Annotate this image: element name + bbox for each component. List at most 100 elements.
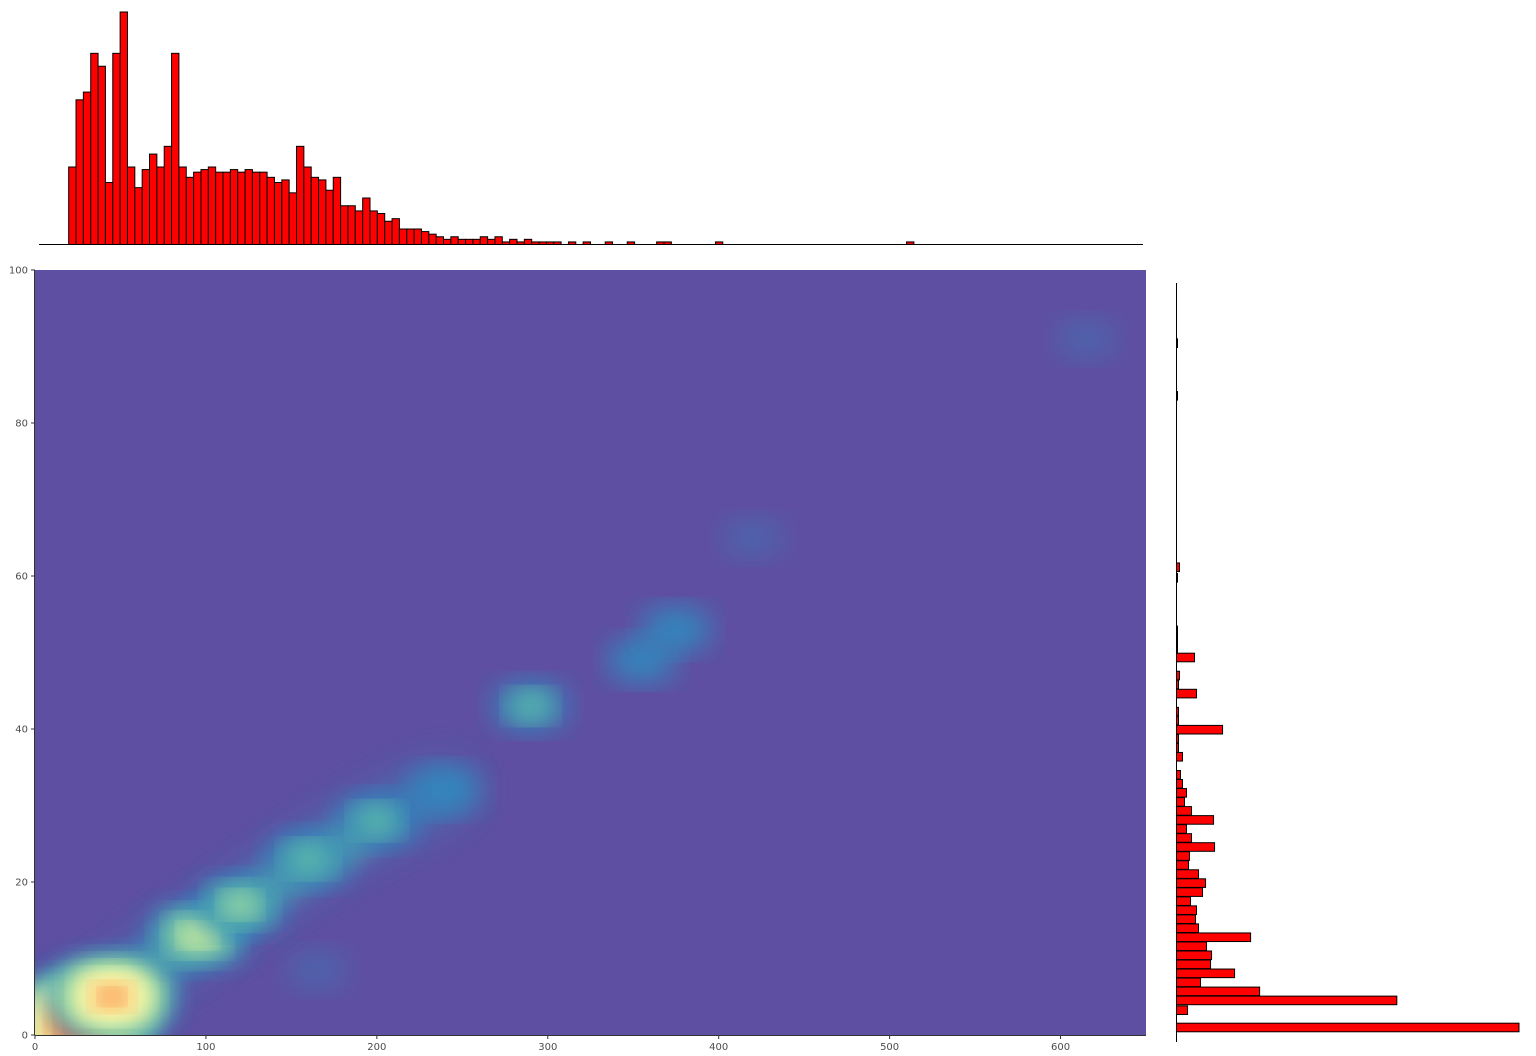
x-hist-bar xyxy=(332,176,342,245)
density-peak xyxy=(100,989,124,1005)
x-hist-bar xyxy=(435,236,445,245)
density-peak xyxy=(1055,318,1118,360)
y-tick-label: 20 xyxy=(15,878,28,889)
x-hist-bar xyxy=(273,182,283,245)
y-hist-bar xyxy=(1176,941,1208,952)
y-tick-label: 40 xyxy=(15,725,28,736)
x-hist-bar xyxy=(472,238,481,245)
density-peak xyxy=(353,805,401,837)
x-hist-bar xyxy=(465,238,474,245)
x-hist-bar xyxy=(479,236,489,245)
x-hist-bar xyxy=(347,205,356,245)
y-hist-bar xyxy=(1176,869,1200,879)
y-axis: 0 20 40 60 80 100 xyxy=(9,266,35,1042)
x-hist-bar xyxy=(494,236,503,245)
x-hist-bar xyxy=(398,228,408,245)
y-tick-label: 0 xyxy=(22,1031,28,1042)
x-hist-bar xyxy=(200,169,209,245)
x-hist-bar xyxy=(134,187,143,246)
y-hist-bar xyxy=(1176,878,1207,888)
x-axis: 0 100 200 300 400 500 600 xyxy=(32,1035,1146,1053)
y-hist-bar xyxy=(1176,887,1204,897)
density-peak xyxy=(221,892,259,918)
density-peak xyxy=(408,766,482,815)
x-hist-bar xyxy=(281,179,290,246)
x-hist-bar xyxy=(428,233,437,246)
x-hist-bar xyxy=(303,166,312,245)
y-hist-bar xyxy=(1176,977,1202,988)
density-blobs xyxy=(35,318,1118,1035)
density-peak xyxy=(181,924,214,947)
x-hist-bar xyxy=(288,192,298,245)
x-hist-bar xyxy=(457,238,467,245)
x-hist-bar xyxy=(443,238,452,245)
x-hist-bar xyxy=(222,171,231,246)
y-hist-bar xyxy=(1176,770,1182,780)
y-tick-label: 60 xyxy=(15,572,28,583)
x-hist-bar xyxy=(171,52,180,246)
x-hist-bar xyxy=(90,52,99,246)
x-hist-bar xyxy=(259,171,268,246)
x-hist-bar xyxy=(310,176,320,245)
x-hist-bar xyxy=(119,11,128,245)
x-hist-bar xyxy=(178,166,187,245)
x-hist-bar xyxy=(141,169,151,245)
x-tick-label: 300 xyxy=(538,1042,557,1053)
x-hist-bar xyxy=(244,169,253,245)
y-hist-bar xyxy=(1176,751,1184,762)
y-hist-bar xyxy=(1176,896,1192,906)
y-hist-bar xyxy=(1176,1005,1189,1015)
y-hist-bar xyxy=(1176,923,1200,934)
x-marginal-histogram xyxy=(68,11,915,246)
y-hist-bar xyxy=(1176,932,1252,943)
y-hist-bar xyxy=(1176,1022,1520,1033)
x-hist-bar xyxy=(523,238,533,245)
x-hist-bar xyxy=(237,171,246,246)
x-hist-bar xyxy=(104,182,114,245)
x-hist-bar xyxy=(354,210,364,246)
x-hist-bar xyxy=(406,228,415,245)
x-hist-bar xyxy=(391,218,400,246)
y-hist-bar xyxy=(1176,905,1198,915)
y-hist-bar xyxy=(1176,779,1184,789)
x-hist-bar xyxy=(296,145,305,245)
x-hist-bar xyxy=(251,171,261,246)
x-hist-bar xyxy=(384,220,393,245)
x-hist-bar xyxy=(82,91,92,246)
x-hist-bar xyxy=(156,166,165,245)
x-hist-bar xyxy=(229,169,239,245)
x-hist-bar xyxy=(413,228,422,245)
x-hist-bar xyxy=(97,65,106,245)
density-peak xyxy=(640,605,712,654)
density-peak xyxy=(721,517,785,559)
y-hist-bar xyxy=(1176,833,1193,843)
x-hist-bar xyxy=(215,171,224,246)
density-peak xyxy=(285,949,349,991)
x-hist-bar xyxy=(75,99,84,246)
y-hist-bar xyxy=(1176,851,1191,861)
x-hist-bar xyxy=(126,166,136,245)
y-hist-bar xyxy=(1176,914,1197,924)
x-tick-label: 500 xyxy=(880,1042,899,1053)
x-hist-bar xyxy=(509,238,518,245)
x-hist-bar xyxy=(420,231,430,245)
x-hist-bar xyxy=(185,176,195,245)
density-peak xyxy=(508,690,554,722)
x-hist-bar xyxy=(340,205,349,245)
y-hist-bar xyxy=(1176,724,1224,735)
y-hist-bar xyxy=(1176,950,1213,961)
y-hist-bar xyxy=(1176,806,1193,816)
y-hist-bar xyxy=(1176,788,1188,798)
y-hist-bar xyxy=(1176,860,1190,870)
y-hist-bar xyxy=(1176,959,1212,970)
y-hist-bar xyxy=(1176,815,1215,825)
y-hist-bar xyxy=(1176,986,1261,997)
x-tick-label: 400 xyxy=(709,1042,728,1053)
y-marginal-histogram xyxy=(1176,338,1520,1033)
y-hist-bar xyxy=(1176,968,1236,979)
y-hist-bar xyxy=(1176,842,1216,852)
x-hist-bar xyxy=(369,210,378,246)
y-tick-label: 80 xyxy=(15,419,28,430)
x-hist-bar xyxy=(450,236,459,245)
